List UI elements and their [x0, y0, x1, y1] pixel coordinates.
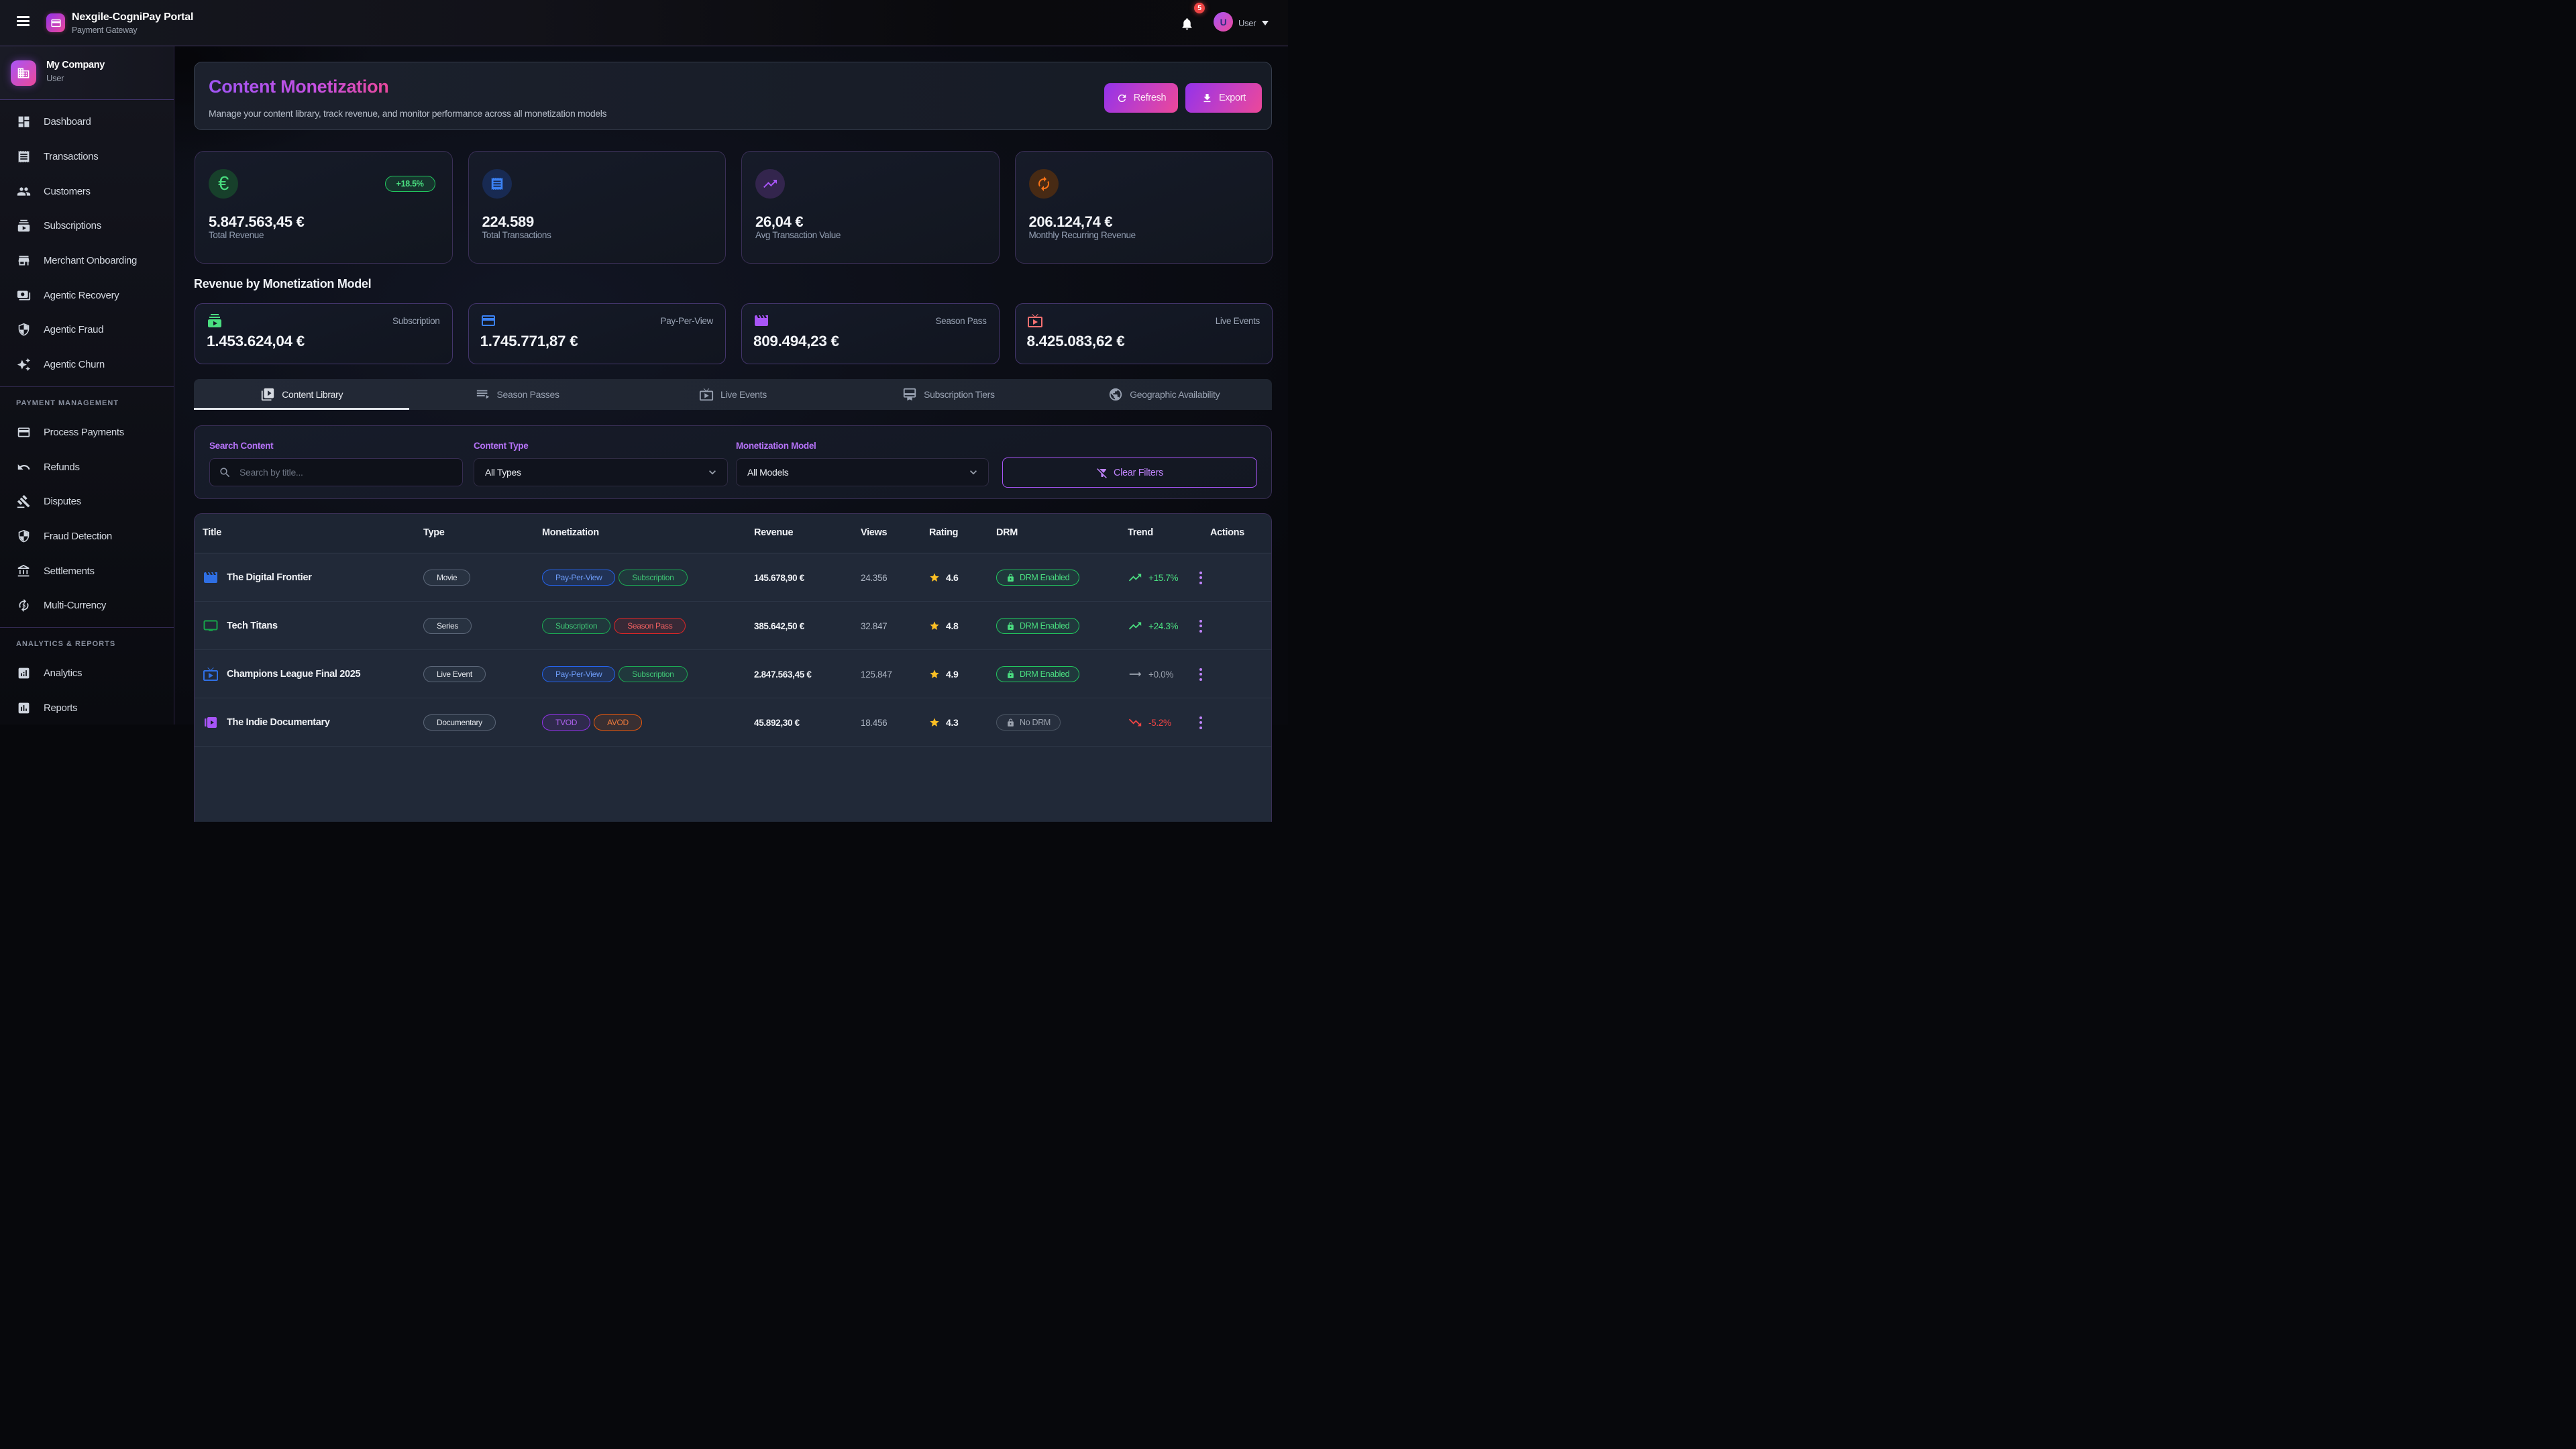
svg-text:$: $	[22, 603, 25, 609]
